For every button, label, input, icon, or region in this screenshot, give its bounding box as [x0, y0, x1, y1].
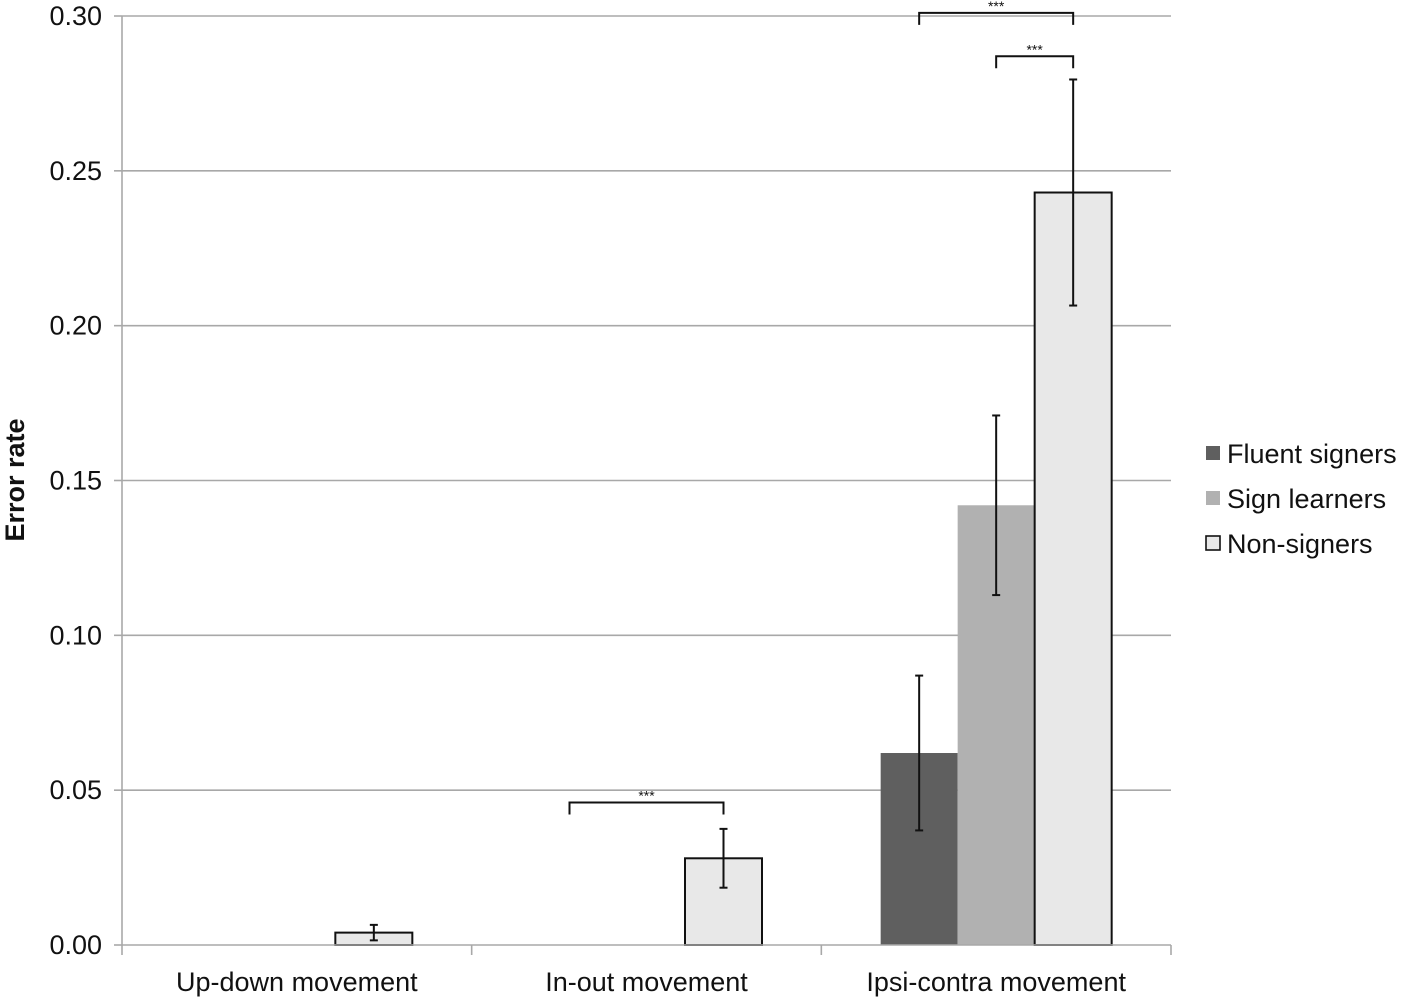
- significance-bracket: [995, 55, 1075, 69]
- y-tick-label: 0.30: [49, 1, 102, 31]
- legend-label: Sign learners: [1227, 484, 1386, 514]
- legend: Fluent signers Sign learners Non-signers: [1205, 439, 1397, 559]
- y-axis-label: Error rate: [0, 418, 30, 541]
- bar-non-signers: [1033, 191, 1113, 946]
- legend-swatch: [1206, 446, 1220, 460]
- y-tick-label: 0.10: [49, 620, 102, 650]
- legend-swatch: [1205, 535, 1221, 551]
- significance-bracket: [918, 11, 1075, 25]
- x-category-label: In-out movement: [545, 967, 748, 997]
- x-category-label: Ipsi-contra movement: [866, 967, 1126, 997]
- significance-bracket: [568, 801, 725, 815]
- axes: 0.00 0.05 0.10 0.15 0.20 0.25 0.30 Up-down move…: [49, 1, 1172, 997]
- legend-swatch: [1206, 491, 1220, 505]
- y-tick-label: 0.15: [49, 466, 102, 496]
- error-bars: [369, 78, 1078, 942]
- significance-label: ***: [638, 788, 655, 804]
- y-tick-label: 0.00: [49, 930, 102, 960]
- significance-brackets: *** *** ***: [568, 0, 1075, 815]
- significance-label: ***: [988, 0, 1005, 14]
- y-tick-label: 0.25: [49, 156, 102, 186]
- x-category-label: Up-down movement: [176, 967, 418, 997]
- y-tick-label: 0.05: [49, 775, 102, 805]
- legend-label: Fluent signers: [1227, 439, 1397, 469]
- y-tick-label: 0.20: [49, 311, 102, 341]
- legend-label: Non-signers: [1227, 529, 1373, 559]
- significance-label: ***: [1026, 41, 1043, 57]
